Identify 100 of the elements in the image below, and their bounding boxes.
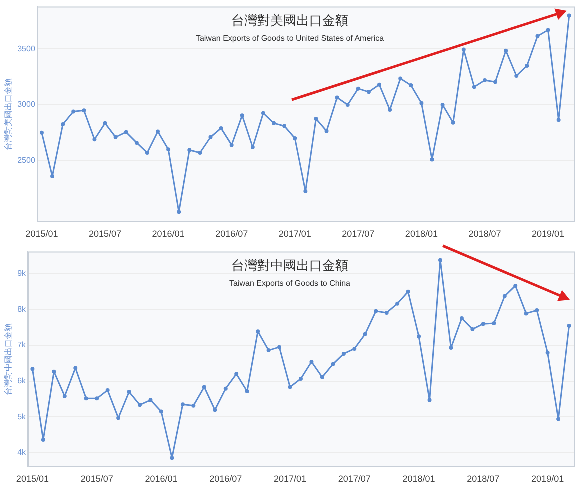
point <box>546 350 550 355</box>
point <box>92 138 97 142</box>
point <box>41 438 46 442</box>
point <box>170 456 174 460</box>
point <box>50 174 55 178</box>
point <box>342 352 346 356</box>
point <box>502 294 507 298</box>
point <box>449 346 454 350</box>
point <box>346 103 350 108</box>
x-tick-label: 2019/01 <box>532 229 565 240</box>
point <box>272 121 276 126</box>
point <box>310 360 314 364</box>
text: Taiwan Exports of Goods to China <box>230 279 352 288</box>
point <box>417 334 422 339</box>
point <box>546 28 550 32</box>
point <box>234 372 239 376</box>
point <box>420 101 424 106</box>
point <box>514 74 519 78</box>
x-tick-label: 2017/01 <box>274 474 307 484</box>
y-tick-label: 6k <box>18 376 28 386</box>
point <box>95 396 100 401</box>
point <box>103 121 108 126</box>
point <box>556 417 561 422</box>
point <box>62 394 67 398</box>
point <box>148 398 153 402</box>
y-tick-label: 4k <box>18 448 28 458</box>
point <box>374 309 378 314</box>
point <box>240 114 244 118</box>
y-axis-title: 台灣對中國出口金額 <box>4 324 14 396</box>
point <box>567 14 572 18</box>
point <box>524 312 528 316</box>
point <box>438 258 442 262</box>
point <box>335 96 340 100</box>
point <box>535 308 540 312</box>
point <box>482 78 487 82</box>
point <box>177 210 182 214</box>
point <box>314 116 318 121</box>
point <box>304 190 308 194</box>
point <box>84 396 88 401</box>
point <box>556 118 561 122</box>
point <box>256 330 260 334</box>
point <box>504 48 508 53</box>
point <box>430 158 434 162</box>
point <box>409 83 414 88</box>
x-tick-label: 2017/01 <box>278 229 312 240</box>
point <box>208 135 213 140</box>
x-tick-label: 2016/07 <box>210 474 242 484</box>
point <box>460 316 464 321</box>
point <box>166 148 171 152</box>
point <box>145 151 150 156</box>
point <box>245 390 250 394</box>
point <box>288 385 292 390</box>
point <box>470 327 475 332</box>
point <box>202 385 206 390</box>
point <box>298 377 303 381</box>
point <box>224 386 228 391</box>
point <box>324 129 329 134</box>
point <box>293 136 298 140</box>
x-tick-label: 2018/01 <box>402 474 436 484</box>
x-tick-label: 2015/01 <box>26 229 58 240</box>
point <box>514 284 518 288</box>
point <box>156 130 160 134</box>
point <box>134 140 139 145</box>
x-tick-label: 2017/07 <box>338 474 371 484</box>
point <box>261 111 266 116</box>
point <box>192 404 196 408</box>
text: 台灣對中國出口金額 <box>232 259 348 274</box>
x-tick-label: 2015/07 <box>88 229 122 240</box>
point <box>266 348 271 353</box>
point <box>462 48 466 52</box>
x-tick-label: 2017/07 <box>342 229 375 240</box>
y-tick-label: 3500 <box>18 44 36 54</box>
point <box>250 145 255 150</box>
point <box>198 151 202 156</box>
point <box>114 135 118 140</box>
point <box>188 148 192 152</box>
point <box>282 124 287 128</box>
point <box>366 90 371 94</box>
x-tick-label: 2015/01 <box>16 474 49 484</box>
point <box>159 410 164 414</box>
y-tick-label: 3000 <box>18 100 36 110</box>
point <box>492 322 496 326</box>
point <box>72 110 76 114</box>
x-tick-label: 2015/07 <box>80 474 114 484</box>
point <box>331 362 336 366</box>
point <box>106 388 110 392</box>
point <box>219 126 224 130</box>
y-tick-label: 5k <box>18 412 28 422</box>
point <box>116 416 121 420</box>
point <box>180 402 185 407</box>
y-axis-title: 台灣對美國出口金額 <box>4 78 14 150</box>
y-tick-label: 7k <box>18 340 28 350</box>
point <box>82 108 86 113</box>
x-tick-label: 2018/07 <box>468 229 502 240</box>
x-tick-label: 2018/01 <box>405 229 438 240</box>
x-tick-label: 2016/01 <box>152 229 185 240</box>
point <box>230 143 234 148</box>
point <box>567 324 572 328</box>
point <box>30 367 35 372</box>
point <box>525 64 530 68</box>
